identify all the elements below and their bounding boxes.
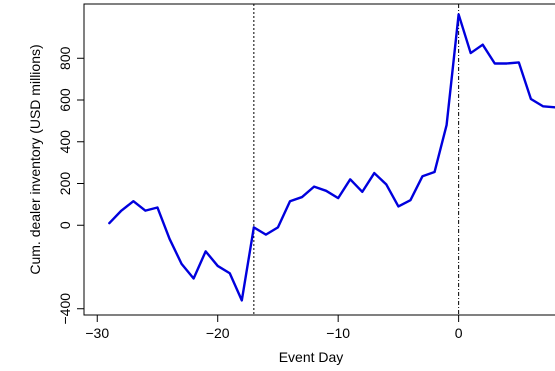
plot-border <box>83 3 555 316</box>
y-tick-label-4: 600 <box>57 88 73 112</box>
y-tick-label-0: −400 <box>57 293 73 325</box>
x-tick-label-0: −30 <box>85 325 109 341</box>
y-tick-label-5: 800 <box>57 46 73 70</box>
y-axis: −400 0 200 400 600 800 <box>57 46 84 325</box>
x-tick-label-1: −20 <box>206 325 230 341</box>
x-axis-title: Event Day <box>279 349 344 365</box>
series-lines <box>108 13 555 302</box>
x-tick-label-2: −10 <box>326 325 350 341</box>
y-tick-label-1: 0 <box>57 221 73 229</box>
series-line-0 <box>108 13 555 302</box>
y-tick-label-2: 200 <box>57 172 73 196</box>
x-axis: −30 −20 −10 0 <box>85 315 463 341</box>
y-axis-title: Cum. dealer inventory (USD millions) <box>27 44 43 274</box>
x-tick-label-3: 0 <box>455 325 463 341</box>
y-tick-label-3: 400 <box>57 130 73 154</box>
event-vertical-lines <box>253 4 460 315</box>
plot-frame <box>83 3 555 316</box>
